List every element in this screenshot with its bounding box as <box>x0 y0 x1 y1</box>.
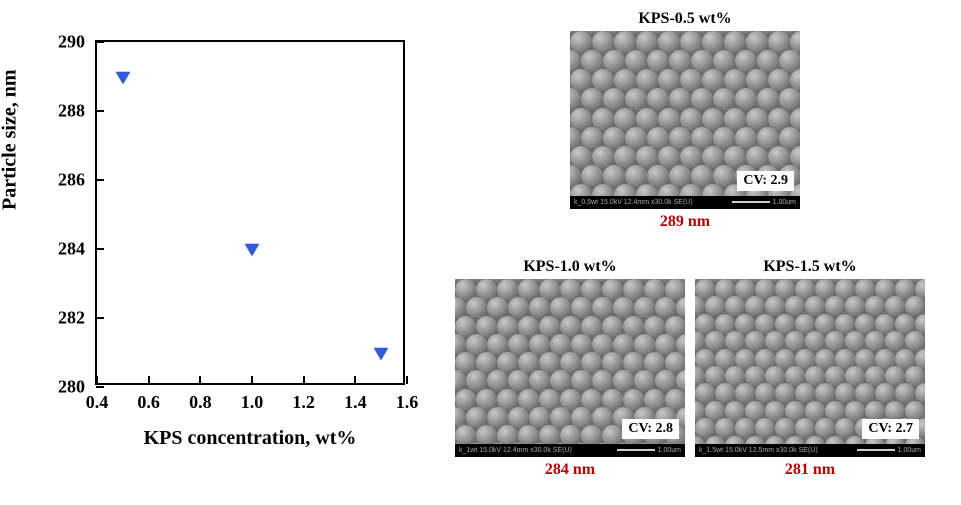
x-axis-label: KPS concentration, wt% <box>95 427 405 450</box>
x-tick <box>251 376 253 384</box>
sem-caption: 281 nm <box>695 461 925 479</box>
x-tick <box>303 376 305 384</box>
sem-title: KPS-1.0 wt% <box>455 258 685 276</box>
sem-infobar: k_1.5wt 15.0kV 12.5mm x30.0k SE(U) 1.00um <box>695 444 925 457</box>
y-tick <box>96 110 104 112</box>
x-tick-label: 0.8 <box>189 392 212 413</box>
x-tick <box>406 376 408 384</box>
data-point <box>374 348 388 360</box>
y-axis-label: Particle size, nm <box>0 70 22 211</box>
sem-title: KPS-0.5 wt% <box>570 10 800 28</box>
data-point <box>116 72 130 84</box>
sem-image: CV: 2.8 k_1wt 15.0kV 12.4mm x30.0k SE(U) 1… <box>455 279 685 457</box>
figure-container: Particle size, nm 2802822842862882900.40… <box>0 0 961 505</box>
y-tick-label: 286 <box>45 170 85 191</box>
y-tick <box>96 179 104 181</box>
sem-title: KPS-1.5 wt% <box>695 258 925 276</box>
sem-infobar-text: k_1wt 15.0kV 12.4mm x30.0k SE(U) <box>459 447 572 454</box>
sem-infobar-text: k_0.5wt 15.0kV 12.4mm x30.0k SE(U) <box>574 199 693 206</box>
sem-images-panel: KPS-0.5 wt% CV: 2.9 k_0.5wt 15.0kV 12.4mm … <box>440 0 961 505</box>
sem-infobar: k_0.5wt 15.0kV 12.4mm x30.0k SE(U) 1.00um <box>570 196 800 209</box>
sem-scalebar: 1.00um <box>617 447 681 454</box>
sem-block-kps05: KPS-0.5 wt% CV: 2.9 k_0.5wt 15.0kV 12.4mm … <box>570 10 800 231</box>
sem-infobar-text: k_1.5wt 15.0kV 12.5mm x30.0k SE(U) <box>699 447 818 454</box>
plot-area: 2802822842862882900.40.60.81.01.21.41.6 <box>95 40 405 385</box>
sem-infobar: k_1wt 15.0kV 12.4mm x30.0k SE(U) 1.00um <box>455 444 685 457</box>
cv-label: CV: 2.9 <box>737 171 794 191</box>
x-tick-label: 0.6 <box>137 392 160 413</box>
sem-caption: 289 nm <box>570 213 800 231</box>
y-tick-label: 282 <box>45 308 85 329</box>
x-tick <box>148 376 150 384</box>
x-tick-label: 1.0 <box>241 392 264 413</box>
y-tick <box>96 41 104 43</box>
y-tick-label: 290 <box>45 32 85 53</box>
sem-scalebar: 1.00um <box>732 199 796 206</box>
y-tick-label: 280 <box>45 377 85 398</box>
scatter-chart: Particle size, nm 2802822842862882900.40… <box>10 10 440 490</box>
y-tick <box>96 248 104 250</box>
x-tick-label: 1.6 <box>396 392 419 413</box>
x-tick <box>354 376 356 384</box>
y-tick-label: 288 <box>45 101 85 122</box>
sem-caption: 284 nm <box>455 461 685 479</box>
y-tick-label: 284 <box>45 239 85 260</box>
x-tick-label: 1.4 <box>344 392 367 413</box>
y-tick <box>96 317 104 319</box>
x-tick-label: 0.4 <box>86 392 109 413</box>
sem-image: CV: 2.9 k_0.5wt 15.0kV 12.4mm x30.0k SE(U… <box>570 31 800 209</box>
x-tick <box>199 376 201 384</box>
y-tick <box>96 386 104 388</box>
sem-block-kps10: KPS-1.0 wt% CV: 2.8 k_1wt 15.0kV 12.4mm x3… <box>455 258 685 479</box>
sem-image: CV: 2.7 k_1.5wt 15.0kV 12.5mm x30.0k SE(U… <box>695 279 925 457</box>
sem-block-kps15: KPS-1.5 wt% CV: 2.7 k_1.5wt 15.0kV 12.5mm … <box>695 258 925 479</box>
sem-scalebar: 1.00um <box>857 447 921 454</box>
x-tick <box>96 376 98 384</box>
cv-label: CV: 2.8 <box>622 419 679 439</box>
data-point <box>245 244 259 256</box>
cv-label: CV: 2.7 <box>862 419 919 439</box>
x-tick-label: 1.2 <box>292 392 315 413</box>
